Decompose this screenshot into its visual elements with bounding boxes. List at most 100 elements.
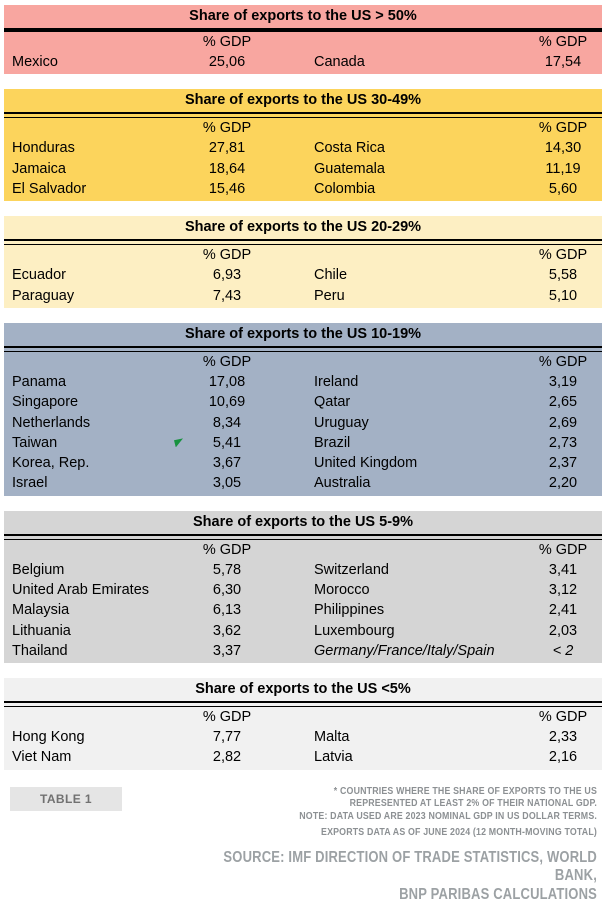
country-name-right: United Kingdom: [314, 455, 418, 472]
country-name-right: Luxembourg: [314, 622, 395, 639]
gdp-value-left: 18,64: [150, 161, 304, 177]
gdp-column-header-left: % GDP: [202, 247, 252, 264]
country-data-row: Panama 17,08 Ireland 3,19: [4, 372, 602, 392]
notes-block: * COUNTRIES WHERE THE SHARE OF EXPORTS T…: [198, 785, 597, 904]
section-title: Share of exports to the US 10-19%: [4, 322, 602, 346]
gdp-value-left: 3,67: [150, 455, 304, 471]
footnote-line: REPRESENTED AT LEAST 2% OF THEIR NATIONA…: [349, 797, 597, 810]
country-name-left: United Arab Emirates: [12, 582, 150, 598]
gdp-value-left: 8,34: [150, 415, 304, 431]
gdp-value-text: 3,62: [212, 622, 242, 639]
gdp-value-right: 2,33: [548, 729, 578, 746]
gdp-column-header-left: % GDP: [202, 353, 252, 370]
column-header-row: % GDP % GDP: [4, 707, 602, 727]
gdp-value-text: 6,13: [212, 602, 242, 619]
section-10-19: Share of exports to the US 10-19%% GDP% …: [4, 322, 602, 496]
header-separator-line: [4, 28, 602, 32]
header-separator-line: [4, 345, 602, 352]
column-header-row: % GDP % GDP: [4, 540, 602, 560]
country-data-row: Israel 3,05 Australia 2,20: [4, 473, 602, 493]
section-lt-5: Share of exports to the US <5% % GDP% GDP…: [4, 678, 602, 770]
green-flag-icon: [174, 438, 183, 448]
column-header-row: % GDP % GDP: [4, 352, 602, 372]
gdp-column-header-right: % GDP: [538, 541, 588, 558]
section-gt-50: Share of exports to the US > 50% % GDP % G…: [4, 5, 602, 75]
country-name-right: Chile: [314, 267, 348, 284]
footnote-line: NOTE: DATA USED ARE 2023 NOMINAL GDP IN …: [299, 809, 597, 822]
country-name-left: Korea, Rep.: [12, 455, 90, 472]
gdp-value-left: 17,08: [150, 374, 304, 390]
gdp-value-left: 6,93: [150, 267, 304, 283]
gdp-value-right: 3,12: [548, 582, 578, 598]
gdp-value-right: < 2: [552, 642, 574, 659]
header-separator-line: [4, 701, 602, 708]
gdp-value-text: 25,06: [208, 54, 246, 71]
section-title: Share of exports to the US <5%: [4, 678, 602, 702]
section-title: Share of exports to the US 30-49%: [4, 89, 602, 113]
section-title: Share of exports to the US > 50%: [4, 5, 602, 28]
column-header-row: % GDP % GDP: [4, 118, 602, 138]
country-name-right: Malta: [314, 729, 350, 746]
gdp-value-text: 3,05: [212, 475, 242, 492]
country-name-left: Jamaica: [12, 160, 66, 177]
country-data-row: Belgium 5,78 Switzerland 3,41: [4, 560, 602, 580]
country-name-left: Thailand: [12, 642, 68, 659]
country-data-row: Viet Nam 2,82 Latvia 2,16: [4, 747, 602, 767]
gdp-column-header-left: % GDP: [202, 709, 252, 726]
gdp-value-right: 11,19: [545, 160, 581, 177]
gdp-column-header-left: % GDP: [202, 34, 252, 50]
gdp-column-header-right: % GDP: [538, 353, 588, 370]
country-name-right: Brazil: [314, 434, 351, 451]
country-name-left: Hong Kong: [12, 729, 85, 746]
gdp-value-left: 3,37: [150, 643, 304, 659]
source-line: SOURCE: IMF DIRECTION OF TRADE STATISTIC…: [223, 848, 597, 885]
gdp-value-left: 27,81: [150, 140, 304, 156]
table-number-label: TABLE 1: [10, 786, 122, 811]
gdp-value-text: 7,77: [212, 729, 242, 746]
country-name-right: Qatar: [314, 394, 351, 411]
gdp-value-text: 2,82: [212, 749, 242, 766]
country-data-row: El Salvador 15,46 Colombia 5,60: [4, 179, 602, 199]
gdp-column-header-right: % GDP: [538, 120, 588, 137]
section-30-49: Share of exports to the US 30-49% % GDP% …: [4, 89, 602, 202]
header-separator-line: [4, 112, 602, 119]
gdp-value-text: 3,67: [212, 455, 242, 472]
footnote-line: * COUNTRIES WHERE THE SHARE OF EXPORTS T…: [333, 784, 597, 797]
country-name-left: Viet Nam: [12, 749, 72, 766]
country-data-row: Paraguay 7,43 Peru 5,10: [4, 285, 602, 305]
country-name-right: Uruguay: [314, 414, 369, 431]
country-name-right: Ireland: [314, 373, 359, 390]
country-data-row: Netherlands 8,34 Uruguay 2,69: [4, 412, 602, 432]
country-name-left: Paraguay: [12, 287, 75, 304]
gdp-column-header-right: % GDP: [538, 34, 588, 50]
gdp-value-right: 2,20: [548, 475, 578, 492]
country-data-row: Malaysia 6,13 Philippines 2,41: [4, 600, 602, 620]
footnote-block: * COUNTRIES WHERE THE SHARE OF EXPORTS T…: [198, 785, 597, 839]
section-5-9: Share of exports to the US 5-9%% GDP% GD…: [4, 510, 602, 664]
gdp-value-right: 17,54: [544, 54, 582, 71]
country-name-left: Honduras: [12, 140, 75, 157]
country-name-left: Ecuador: [12, 267, 67, 284]
source-line: BNP PARIBAS CALCULATIONS: [399, 885, 597, 903]
gdp-value-left: 7,77: [150, 729, 304, 745]
country-name-left: Lithuania: [12, 622, 71, 639]
country-data-row: Honduras 27,81 Costa Rica 14,30: [4, 138, 602, 158]
country-name-right: Latvia: [314, 749, 353, 766]
gdp-value-text: 18,64: [208, 160, 246, 177]
gdp-value-text: 7,43: [212, 287, 242, 304]
gdp-value-left: 10,69: [150, 394, 304, 410]
gdp-value-left: 7,43: [150, 288, 304, 304]
country-name-left: Mexico: [12, 54, 58, 71]
gdp-value-right: 14,30: [544, 140, 582, 157]
table-footer: TABLE 1 * COUNTRIES WHERE THE SHARE OF E…: [4, 785, 602, 904]
gdp-value-right: 2,16: [548, 749, 578, 766]
gdp-value-right: 3,41: [548, 561, 578, 578]
gdp-value-right: 2,69: [548, 414, 578, 431]
gdp-value-right: 5,58: [548, 267, 578, 284]
column-header-row: % GDP % GDP: [4, 245, 602, 265]
gdp-value-left: 5,78: [150, 562, 304, 578]
country-name-right: Costa Rica: [314, 140, 385, 157]
country-name-left: Netherlands: [12, 414, 91, 431]
gdp-value-right: 3,19: [548, 373, 578, 390]
